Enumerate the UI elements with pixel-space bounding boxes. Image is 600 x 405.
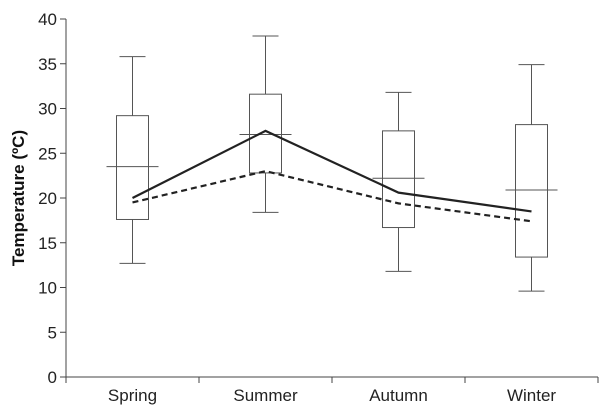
y-tick-label: 25	[38, 144, 57, 163]
box-spring	[106, 56, 159, 264]
box-iqr	[116, 115, 149, 220]
box-iqr	[515, 124, 548, 258]
box-summer	[239, 35, 292, 213]
y-axis-label: Temperature (ºC)	[9, 130, 28, 266]
series-lines	[132, 129, 532, 223]
x-tick-label: Summer	[233, 386, 298, 405]
series-line-solid	[132, 129, 532, 213]
y-tick-label: 10	[38, 279, 57, 298]
y-tick-label: 0	[48, 368, 57, 387]
y-tick-label: 30	[38, 100, 57, 119]
y-tick-label: 15	[38, 234, 57, 253]
box-plots	[106, 35, 558, 292]
axes: 0 5 10 15 20 25 30 35 40 Spring Summer Autumn Winter	[38, 10, 599, 405]
box-winter	[505, 64, 558, 292]
box-iqr	[249, 93, 282, 174]
x-tick-label: Winter	[507, 386, 556, 405]
x-tick-label: Autumn	[369, 386, 428, 405]
y-tick-label: 40	[38, 10, 57, 29]
box-iqr	[382, 130, 415, 229]
y-tick-label: 20	[38, 189, 57, 208]
box-autumn	[372, 91, 425, 272]
x-tick-label: Spring	[108, 386, 157, 405]
series-line-dashed	[132, 170, 532, 223]
y-tick-label: 5	[48, 323, 57, 342]
y-tick-label: 35	[38, 55, 57, 74]
